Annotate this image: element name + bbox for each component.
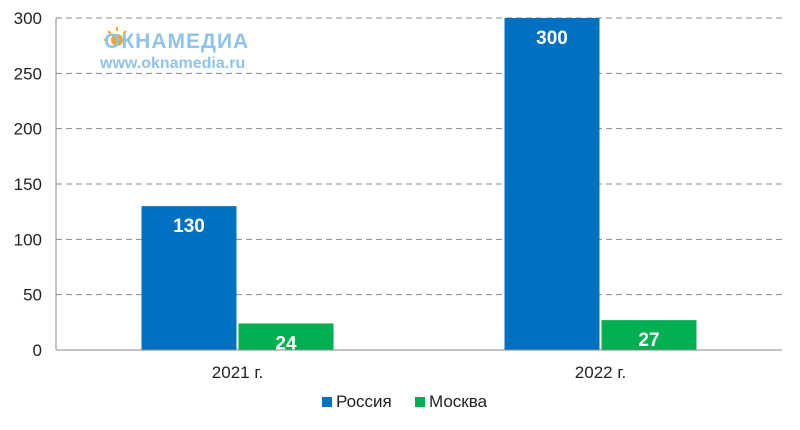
legend-swatch (322, 397, 332, 407)
bar-moscow (238, 323, 334, 350)
x-category-label: 2022 г. (575, 363, 626, 382)
legend-label: Москва (429, 392, 488, 411)
y-tick-label: 250 (14, 64, 42, 83)
data-label: 27 (638, 330, 659, 351)
x-axis-categories: 2021 г. 2022 г. (212, 363, 626, 382)
watermark-url: www.oknamedia.ru (99, 55, 245, 72)
bar-moscow (601, 320, 697, 350)
data-labels: 130 24 300 27 (173, 28, 659, 354)
legend: Россия Москва (322, 392, 488, 411)
data-label: 130 (173, 216, 205, 237)
y-tick-label: 150 (14, 175, 42, 194)
legend-swatch (415, 397, 425, 407)
y-tick-label: 200 (14, 120, 42, 139)
y-tick-label: 0 (33, 341, 42, 360)
bar-russia (141, 206, 237, 350)
data-label: 300 (536, 28, 568, 49)
y-tick-label: 50 (23, 286, 42, 305)
legend-label: Россия (336, 392, 392, 411)
data-label: 24 (275, 333, 297, 354)
x-category-label: 2021 г. (212, 363, 263, 382)
bars (141, 18, 697, 350)
sun-logo-icon (104, 27, 130, 46)
bar-russia (504, 18, 600, 350)
y-tick-label: 300 (14, 9, 42, 28)
axes (55, 18, 782, 351)
watermark: ОКНАМЕДИА www.oknamedia.ru (99, 27, 249, 72)
y-axis-ticks: 0 50 100 150 200 250 300 (14, 9, 42, 360)
y-tick-label: 100 (14, 230, 42, 249)
watermark-brand: ОКНАМЕДИА (104, 30, 249, 53)
